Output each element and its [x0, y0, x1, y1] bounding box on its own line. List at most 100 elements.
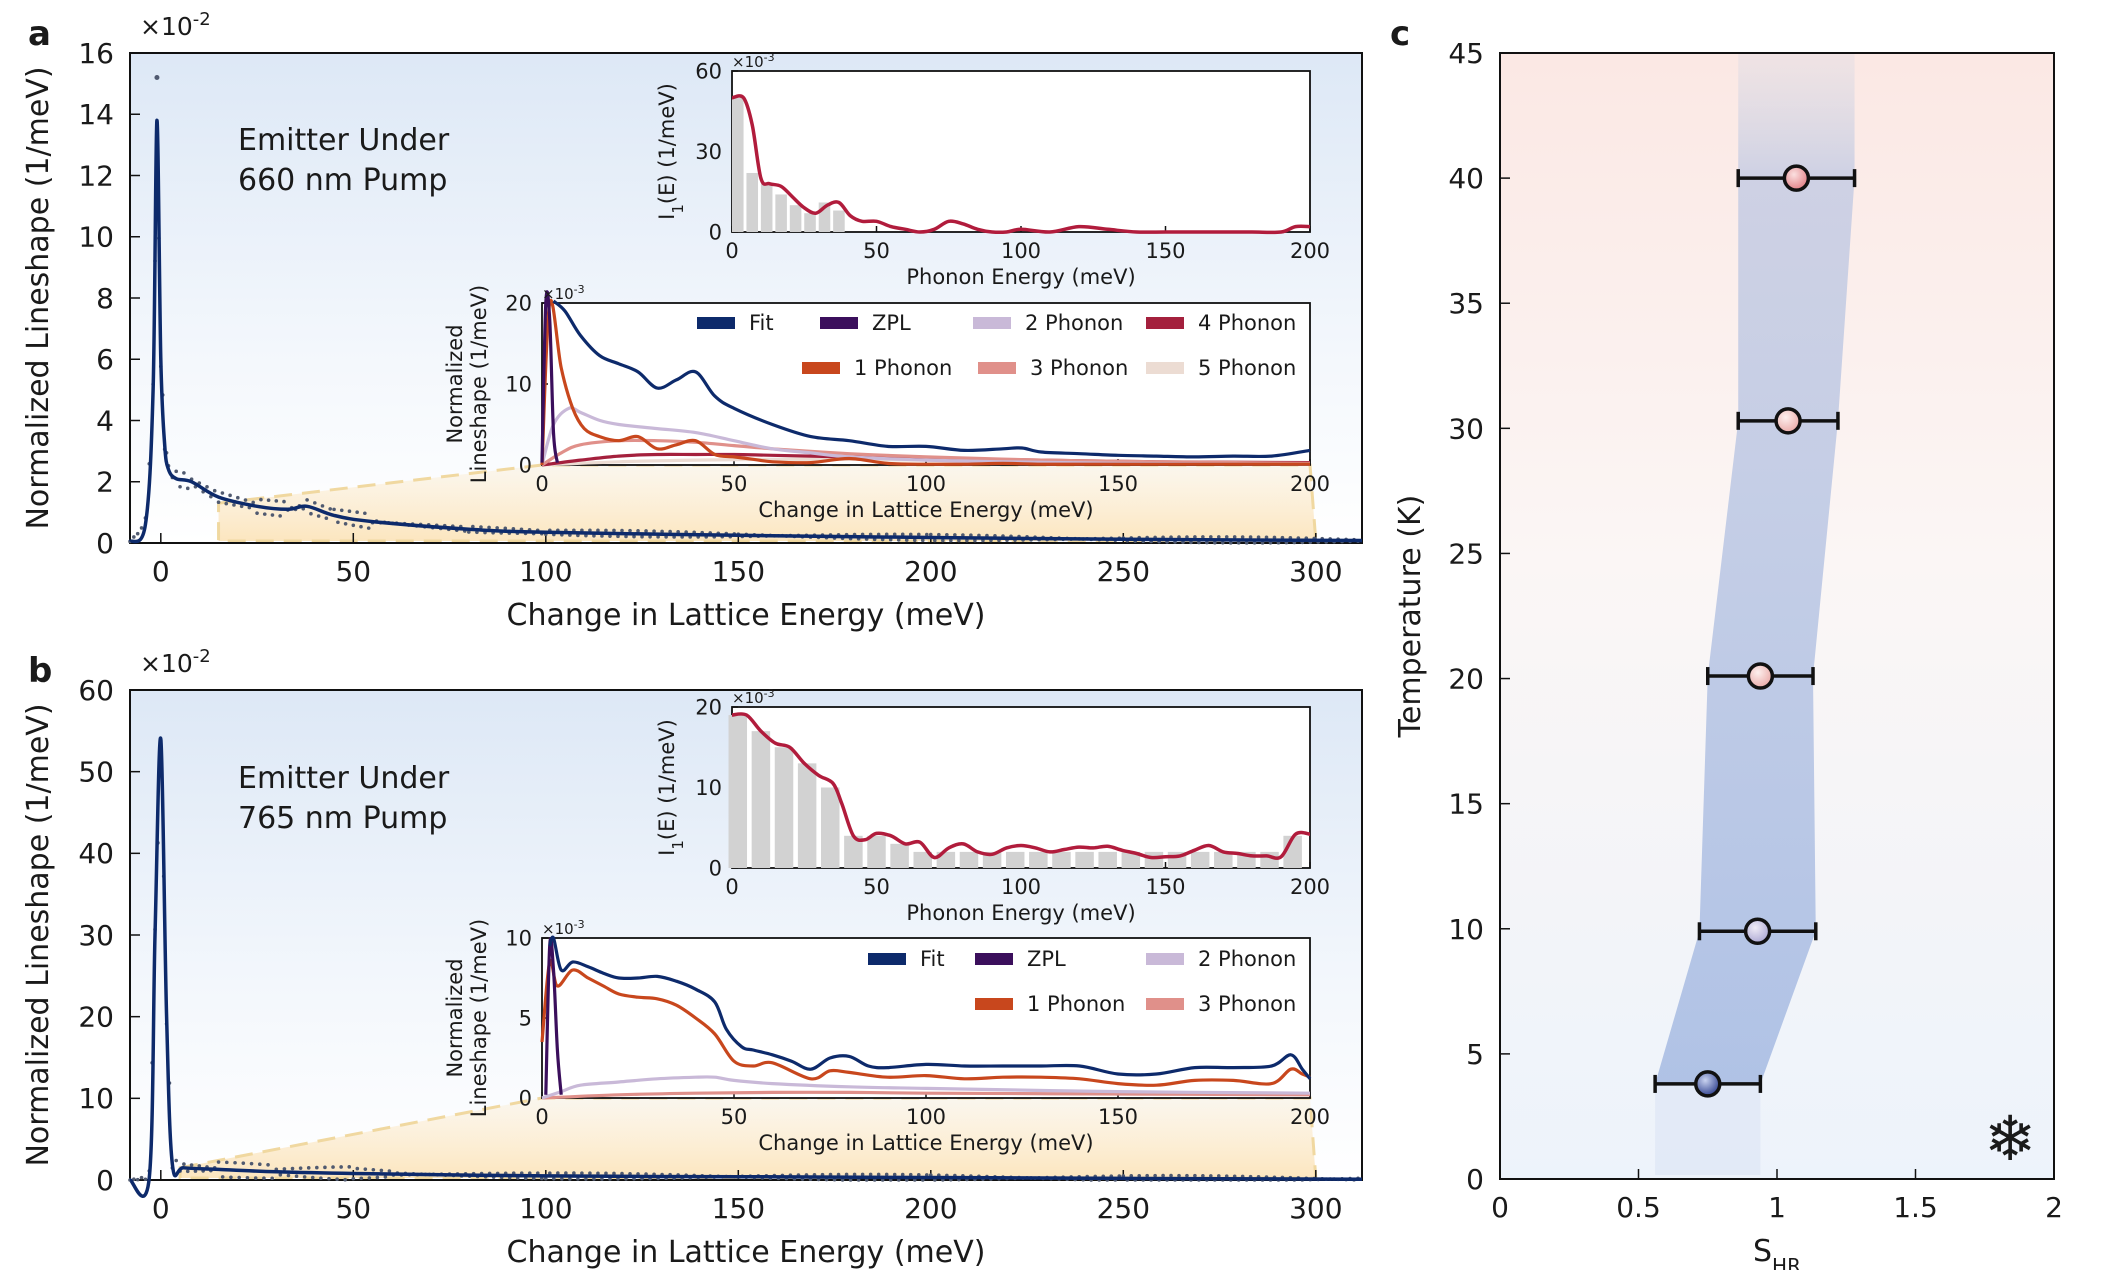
b_main-ytick-label: 10 — [78, 1082, 114, 1115]
b_inset_top-bar — [821, 787, 840, 868]
a_inset_bottom-line-1-phonon — [540, 298, 1310, 466]
b_main-data-point — [900, 1172, 905, 1177]
a_main-ytick-label: 16 — [78, 37, 114, 70]
a_main-data-point — [668, 529, 672, 534]
a_main-ylabel: Normalized Lineshape (1/meV) — [21, 66, 56, 529]
a_main-data-point — [1224, 535, 1229, 539]
b_main-data-point — [233, 1160, 237, 1165]
b_main-fit-line — [128, 736, 1363, 1198]
a_inset_bottom-legend-swatch — [1146, 317, 1184, 329]
b_main-data-point — [844, 1172, 849, 1177]
a_main-data-point — [1209, 535, 1213, 539]
a_inset_top-i1-line — [731, 94, 1311, 235]
a_main-data-point — [309, 511, 313, 516]
b_main-xtick-label: 100 — [519, 1192, 572, 1225]
b_main-data-point — [852, 1172, 857, 1177]
a_inset_top-ylabel: I1(E) (1/meV) — [655, 83, 687, 220]
b_main-data-point — [237, 1175, 241, 1180]
a_inset_top-xtick-label: 200 — [1290, 239, 1330, 263]
a_main-data-point — [620, 528, 624, 533]
b_main-data-point — [253, 1176, 258, 1180]
panel-c-letter: c — [1390, 14, 1410, 54]
a_main-data-point — [239, 504, 244, 509]
b_main-data-point — [339, 1165, 343, 1169]
b_main-data-point — [1209, 1174, 1213, 1178]
a_inset_bottom-legend-label: 3 Phonon — [1030, 356, 1128, 380]
a_main-fit-line — [128, 118, 1363, 544]
b_main-data-point — [535, 1171, 540, 1175]
a_main-data-point — [1216, 535, 1221, 539]
panel-a-multiplier: ×10-2 — [140, 9, 211, 42]
a_main-data-point — [251, 500, 255, 505]
b_main-xlabel: Change in Lattice Energy (meV) — [507, 1235, 986, 1270]
b_main-data-point — [1201, 1173, 1205, 1178]
a_main-data-point — [884, 532, 889, 537]
a_main-data-point — [616, 534, 620, 539]
b_inset_top-xtick-label: 200 — [1290, 875, 1330, 899]
panel-b-letter: b — [28, 651, 52, 691]
b_main-data-point — [612, 1171, 616, 1176]
b_inset_top-bar — [1052, 851, 1071, 868]
b_main-data-point — [302, 1175, 307, 1179]
a_main-data-point — [274, 499, 279, 503]
b_main-data-point — [556, 1171, 560, 1175]
c-ytick-label: 20 — [1448, 663, 1484, 696]
a_main-xtick-label: 250 — [1097, 555, 1150, 588]
b_inset_top-bar — [890, 843, 909, 868]
b_main-data-point — [132, 1177, 136, 1182]
b_main-data-point — [1137, 1173, 1142, 1178]
b_inset_top-bar — [1190, 851, 1210, 868]
b_main-ytick-label: 40 — [78, 837, 114, 870]
b_inset_top-xtick-label: 150 — [1145, 875, 1185, 899]
a_main-data-point — [604, 528, 608, 533]
b_main-data-point — [908, 1172, 913, 1177]
a_main-data-point — [347, 509, 352, 514]
a_main-data-point — [205, 485, 209, 489]
a_main-data-point — [896, 538, 901, 542]
a_main-data-point — [132, 535, 136, 539]
a_main-ytick-label: 12 — [78, 159, 114, 192]
b_main-data-point — [868, 1172, 873, 1177]
a_main-data-point — [1193, 535, 1197, 539]
a_main-ytick-label: 4 — [96, 404, 114, 437]
b_main-data-point — [548, 1171, 552, 1175]
a_main-data-point — [339, 508, 344, 513]
panel-b-inset-bottom: 0 50 100 150 200 0 5 10 Fit ZPL 2 Phonon 1 Phonon 3 … — [443, 918, 1330, 1156]
a_main-ytick-label: 0 — [96, 527, 114, 560]
b_main-data-point — [331, 1165, 335, 1169]
b_main-data-point — [1193, 1173, 1197, 1178]
a_main-data-point — [313, 501, 317, 505]
a_inset_top-bar — [818, 202, 831, 232]
b_main-data-point — [608, 1177, 612, 1181]
a_main-data-point — [924, 532, 929, 537]
b_main-data-point — [600, 1177, 604, 1181]
a_main-data-point — [596, 528, 600, 533]
panel-a-inset-top: 0 50 100 150 200 0 30 60 Phonon Energy (meV) I1(E… — [655, 51, 1330, 290]
b_main-xtick-label: 0 — [152, 1192, 170, 1225]
b_main-xtick-label: 50 — [335, 1192, 371, 1225]
b_main-data-point — [220, 1175, 225, 1179]
b_main-data-point — [568, 1177, 572, 1181]
b_inset_top-xtick-label: 100 — [1001, 875, 1041, 899]
a_main-data-point — [216, 500, 221, 505]
a_main-xtick-label: 300 — [1289, 555, 1342, 588]
b_inset_bottom-line-1-phonon — [540, 958, 1311, 1087]
a_inset_bottom-legend-swatch — [978, 362, 1016, 374]
b_main-data-point — [351, 1176, 356, 1181]
b_main-data-point — [294, 1174, 299, 1178]
b_inset_top-bar — [1121, 851, 1141, 868]
b_inset_top-bar — [1214, 851, 1233, 868]
b_main-data-point — [359, 1176, 364, 1181]
a_main-data-point — [1189, 540, 1193, 545]
a_main-data-point — [343, 522, 348, 526]
a_main-data-point — [243, 498, 248, 502]
b_inset_top-xtick-label: 0 — [725, 875, 738, 899]
a_main-data-point — [644, 529, 648, 533]
c-xtick-label: 1 — [1768, 1191, 1786, 1224]
a_inset_bottom-legend-label: 5 Phonon — [1198, 356, 1296, 380]
a_main-data-point — [933, 538, 937, 543]
b_main-ytick-label: 50 — [78, 755, 114, 788]
b_main-data-point — [286, 1173, 291, 1178]
a_main-data-point — [965, 538, 969, 543]
c-ytick-label: 30 — [1448, 412, 1484, 445]
